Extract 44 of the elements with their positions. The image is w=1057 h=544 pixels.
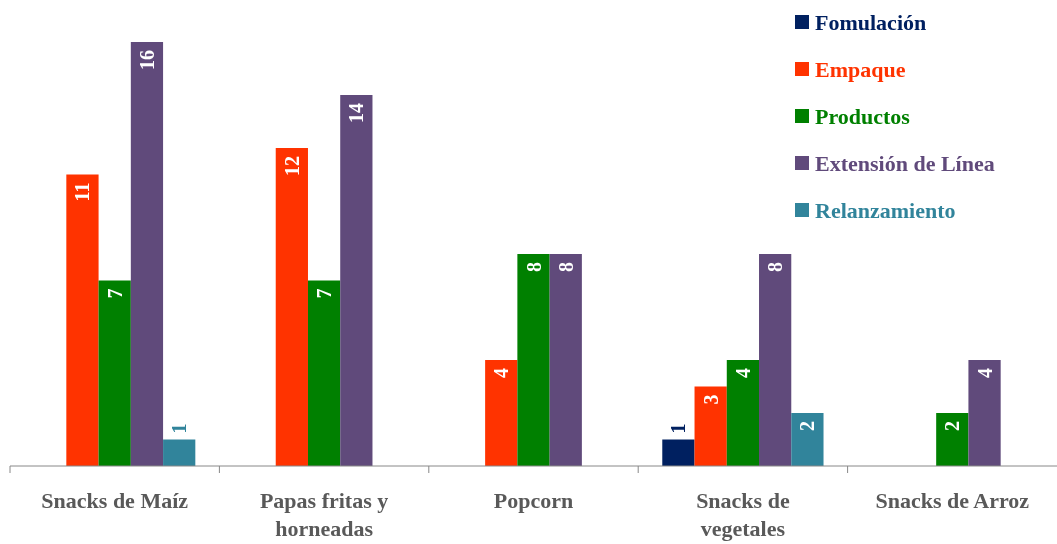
bar xyxy=(163,439,196,466)
data-label: 8 xyxy=(522,262,545,272)
bar xyxy=(66,174,99,466)
data-label: 7 xyxy=(103,288,126,299)
x-tick-label: Snacks de vegetales xyxy=(696,488,790,541)
x-tick-label: Snacks de Arroz xyxy=(875,488,1030,513)
bar xyxy=(662,439,695,466)
bar xyxy=(549,254,582,466)
data-label: 1 xyxy=(667,423,690,434)
legend-label: Productos xyxy=(815,103,911,129)
data-label: 2 xyxy=(796,421,819,431)
bar xyxy=(791,413,824,466)
bar xyxy=(275,148,308,466)
data-label: 8 xyxy=(764,262,787,272)
legend-label: Empaque xyxy=(815,56,906,82)
bar xyxy=(517,254,550,466)
legend-label: Extensión de Línea xyxy=(815,150,995,176)
data-label: 1 xyxy=(168,423,191,434)
legend-label: Relanzamiento xyxy=(815,197,956,223)
data-label: 2 xyxy=(941,421,964,431)
bar xyxy=(340,95,373,466)
x-tick-label: Papas fritas y horneadas xyxy=(259,488,389,541)
bar xyxy=(968,360,1001,466)
bar xyxy=(130,42,164,466)
x-tick-label: Snacks de Maíz xyxy=(41,488,189,513)
bar xyxy=(936,413,969,466)
data-label: 4 xyxy=(490,368,513,378)
data-label: 7 xyxy=(313,288,336,299)
bar xyxy=(694,386,727,466)
x-tick-label: Popcorn xyxy=(493,488,574,513)
legend-label: Fomulación xyxy=(815,9,927,35)
data-label: 14 xyxy=(345,103,368,123)
data-label: 8 xyxy=(554,262,577,272)
data-label: 4 xyxy=(731,368,754,378)
data-label: 11 xyxy=(71,182,94,202)
data-label: 12 xyxy=(280,156,303,176)
data-label: 4 xyxy=(973,368,996,378)
bar xyxy=(98,280,131,466)
bar xyxy=(307,280,341,466)
bar xyxy=(726,360,760,466)
bar xyxy=(759,254,792,466)
bar xyxy=(485,360,518,466)
data-label: 16 xyxy=(135,50,158,70)
data-label: 3 xyxy=(699,394,722,405)
